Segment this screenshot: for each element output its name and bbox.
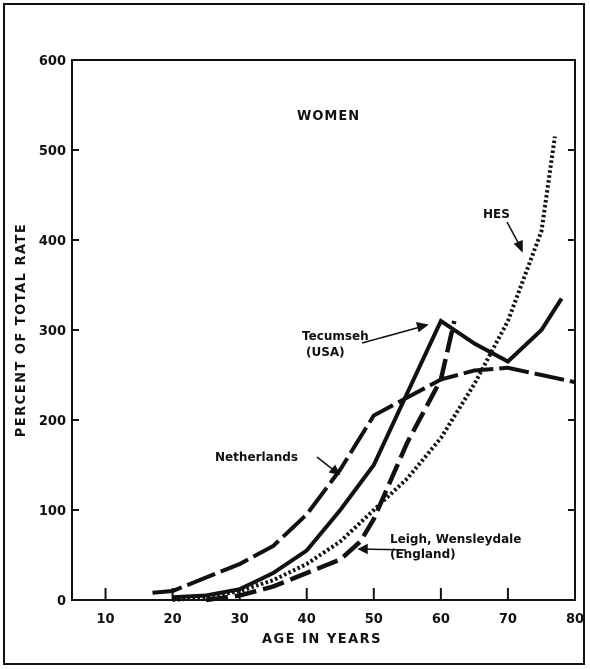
x-tick-label: 60 [432, 612, 450, 627]
x-axis-title: AGE IN YEARS [262, 632, 382, 647]
y-tick-label: 600 [39, 54, 66, 69]
annotation-leigh-line1: Leigh, Wensleydale [390, 532, 521, 546]
x-tick-label: 80 [566, 612, 584, 627]
annotation-tecumseh-line2: (USA) [306, 345, 345, 359]
x-tick-label: 70 [499, 612, 517, 627]
arrow-leigh [361, 548, 407, 551]
series-line-netherlands [152, 365, 576, 595]
y-tick-label: 400 [39, 234, 66, 249]
chart-title: WOMEN [297, 109, 360, 124]
annotation-leigh-line2: (England) [390, 547, 456, 561]
series-layer [152, 136, 576, 603]
y-tick-label: 0 [57, 594, 66, 609]
y-tick-label: 300 [39, 324, 66, 339]
y-tick-label: 100 [39, 504, 66, 519]
x-tick-label: 10 [96, 612, 114, 627]
series-line-hes [172, 136, 557, 602]
series-line-leigh-wensleydale-england [205, 320, 457, 603]
y-tick-label: 500 [39, 144, 66, 159]
annotation-netherlands: Netherlands [215, 450, 298, 464]
arrow-netherlands-head [328, 464, 341, 476]
chart-frame [3, 3, 585, 665]
annotation-arrows [316, 221, 523, 555]
annotation-hes: HES [483, 207, 510, 221]
y-axis-title: PERCENT OF TOTAL RATE [14, 223, 29, 438]
y-tick-label: 200 [39, 414, 66, 429]
arrow-leigh-head [357, 543, 368, 555]
x-tick-label: 40 [298, 612, 316, 627]
arrow-tecumseh [361, 325, 425, 344]
x-tick-label: 50 [365, 612, 383, 627]
axis-ticks: 10 20 30 40 50 60 70 80 0 100 200 300 400 500 600 [39, 54, 584, 627]
x-tick-label: 30 [231, 612, 249, 627]
arrow-tecumseh-head [415, 322, 429, 333]
x-tick-label: 20 [164, 612, 182, 627]
annotation-tecumseh-line1: Tecumseh [302, 329, 369, 343]
arrow-hes-head [513, 239, 523, 253]
series-line-tecumseh-usa [172, 297, 564, 600]
